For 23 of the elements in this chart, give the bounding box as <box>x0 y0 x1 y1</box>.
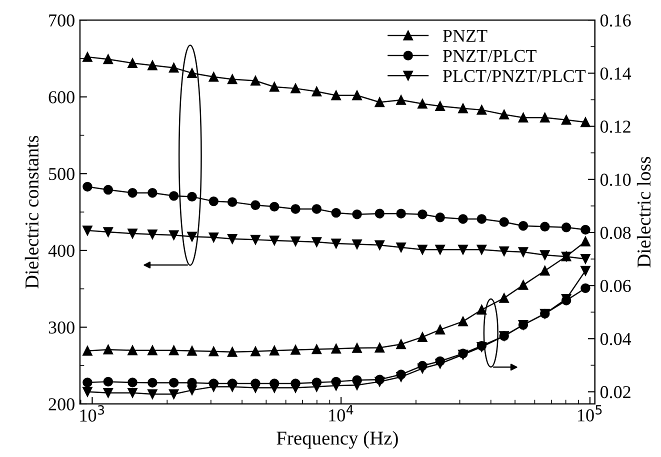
y-tick-label: 700 <box>49 14 74 27</box>
x-axis-title: Frequency (Hz) <box>276 431 398 449</box>
y-axis-title: Dielectric constants <box>24 136 39 288</box>
y2-tick-label: 0.10 <box>600 174 631 186</box>
legend-label: PNZT/PLCT <box>442 50 536 62</box>
y2-tick-label: 0.08 <box>600 226 631 240</box>
y2-axis-title: Dielectric loss <box>636 156 651 268</box>
y2-tick-label: 0.06 <box>600 280 631 292</box>
y2-tick-label: 0.04 <box>600 332 632 346</box>
legend-label: PNZT <box>442 30 488 42</box>
y-tick-label: 600 <box>48 91 74 104</box>
x-tick-label: 10$^{5}$ <box>578 405 602 422</box>
y2-tick-label: 0.16 <box>600 14 631 27</box>
y-tick-label: 300 <box>48 321 74 334</box>
y2-tick-label: 0.14 <box>600 67 632 80</box>
legend-label: PLCT/PNZT/PLCT <box>442 70 586 82</box>
y-tick-label: 200 <box>48 398 74 410</box>
y2-tick-label: 0.02 <box>600 386 630 398</box>
x-tick-label: 10$^{4}$ <box>329 405 354 422</box>
y-tick-label: 400 <box>48 244 74 257</box>
y-tick-label: 500 <box>49 168 74 180</box>
y2-tick-label: 0.12 <box>600 120 630 133</box>
x-tick-label: 10$^{3}$ <box>80 405 104 422</box>
